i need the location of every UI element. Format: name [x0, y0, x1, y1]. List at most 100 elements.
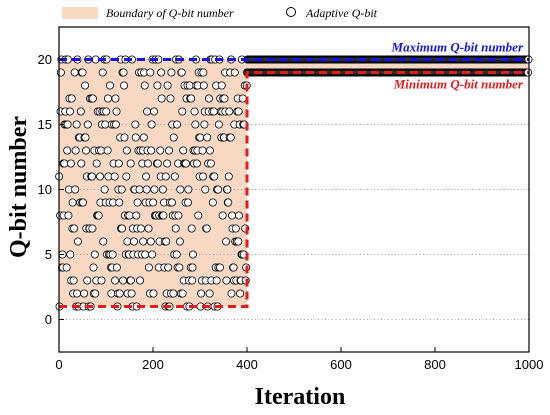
- data-point: [230, 68, 239, 77]
- data-point: [72, 289, 81, 298]
- data-point: [169, 133, 178, 142]
- data-point: [176, 185, 185, 194]
- data-point: [236, 289, 245, 298]
- data-point: [90, 250, 99, 259]
- data-point: [72, 120, 81, 129]
- data-point: [166, 94, 175, 103]
- data-point: [175, 237, 184, 246]
- data-point: [65, 107, 74, 116]
- data-point: [147, 120, 156, 129]
- legend-marker-adaptive: [286, 7, 296, 17]
- data-point: [196, 133, 205, 142]
- data-point: [83, 276, 92, 285]
- data-point: [98, 68, 107, 77]
- data-point: [225, 107, 234, 116]
- data-point: [183, 198, 192, 207]
- data-point: [203, 133, 212, 142]
- data-point: [227, 289, 236, 298]
- data-point: [88, 172, 97, 181]
- data-point: [150, 107, 159, 116]
- data-point: [238, 94, 247, 103]
- data-point: [212, 276, 221, 285]
- data-point: [200, 120, 209, 129]
- data-point: [190, 107, 199, 116]
- data-point: [208, 198, 217, 207]
- data-point: [77, 159, 86, 168]
- x-tick-label: 400: [236, 357, 258, 372]
- data-point: [91, 289, 100, 298]
- data-point: [146, 237, 155, 246]
- data-point: [205, 146, 214, 155]
- data-point: [157, 68, 166, 77]
- data-point: [129, 237, 138, 246]
- data-point: [161, 172, 170, 181]
- data-point: [214, 185, 223, 194]
- data-point: [81, 81, 90, 90]
- data-point: [89, 263, 98, 272]
- data-point: [163, 81, 172, 90]
- data-point: [112, 263, 121, 272]
- y-axis-title: Q-bit number: [6, 116, 32, 258]
- x-axis: 0 200 400 600 800 1000: [55, 347, 543, 372]
- data-point: [188, 276, 197, 285]
- data-point: [202, 224, 211, 233]
- data-point: [56, 68, 65, 77]
- data-point: [122, 172, 131, 181]
- data-point: [153, 159, 162, 168]
- data-point: [105, 81, 114, 90]
- data-point: [103, 94, 112, 103]
- data-point: [168, 198, 177, 207]
- data-point: [228, 211, 237, 220]
- data-point: [187, 224, 196, 233]
- data-point: [165, 146, 174, 155]
- data-point: [224, 198, 233, 207]
- data-point: [139, 133, 148, 142]
- legend: Boundary of Q-bit number Adaptive Q-bit: [62, 6, 378, 20]
- data-point: [199, 68, 208, 77]
- min-qbit-annotation: Minimum Q-bit number: [393, 77, 524, 92]
- data-point: [177, 68, 186, 77]
- data-point: [118, 224, 127, 233]
- data-point: [63, 146, 72, 155]
- data-point: [144, 263, 153, 272]
- data-point: [94, 211, 103, 220]
- data-point: [117, 185, 126, 194]
- data-point: [102, 107, 111, 116]
- boundary-fill-area: [59, 59, 529, 307]
- data-point: [172, 250, 181, 259]
- data-point: [101, 120, 110, 129]
- y-tick-label: 20: [38, 52, 52, 67]
- data-point: [209, 107, 218, 116]
- data-point: [62, 263, 71, 272]
- data-point: [115, 289, 124, 298]
- data-point: [234, 237, 243, 246]
- data-point: [171, 224, 180, 233]
- data-point: [198, 146, 207, 155]
- data-point: [142, 185, 151, 194]
- data-point: [146, 68, 155, 77]
- data-point: [131, 120, 140, 129]
- data-point: [231, 224, 240, 233]
- y-tick-label: 5: [45, 247, 52, 262]
- data-point: [204, 94, 213, 103]
- data-point: [73, 237, 82, 246]
- data-point: [132, 211, 141, 220]
- data-point: [88, 224, 97, 233]
- x-tick-label: 600: [330, 357, 352, 372]
- data-point: [218, 211, 227, 220]
- data-point: [194, 211, 203, 220]
- data-point: [174, 211, 183, 220]
- data-point: [188, 263, 197, 272]
- data-point: [143, 107, 152, 116]
- data-point: [123, 237, 132, 246]
- data-point: [199, 172, 208, 181]
- data-point: [149, 289, 158, 298]
- data-point: [97, 276, 106, 285]
- data-point: [100, 185, 109, 194]
- data-point: [164, 263, 173, 272]
- data-point: [66, 159, 75, 168]
- data-point: [63, 120, 72, 129]
- data-point: [184, 185, 193, 194]
- x-tick-label: 0: [55, 357, 62, 372]
